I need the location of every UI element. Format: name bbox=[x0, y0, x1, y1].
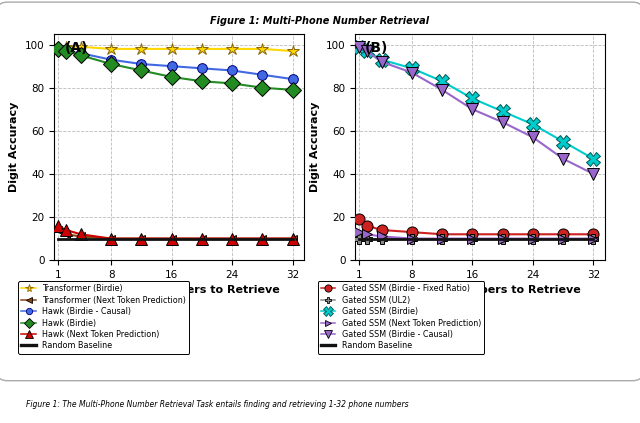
Y-axis label: Digit Accuracy: Digit Accuracy bbox=[310, 102, 320, 192]
Text: (B): (B) bbox=[365, 41, 388, 55]
Legend: Gated SSM (Birdie - Fixed Ratio), Gated SSM (UL2), Gated SSM (Birdie), Gated SSM: Gated SSM (Birdie - Fixed Ratio), Gated … bbox=[317, 281, 484, 354]
Text: Figure 1: The Multi-Phone Number Retrieval Task entails finding and retrieving 1: Figure 1: The Multi-Phone Number Retriev… bbox=[26, 400, 408, 409]
X-axis label: # of Phone numbers to Retrieve: # of Phone numbers to Retrieve bbox=[79, 286, 280, 295]
Text: (A): (A) bbox=[65, 41, 88, 55]
Y-axis label: Digit Accuracy: Digit Accuracy bbox=[10, 102, 19, 192]
Text: Figure 1: Multi-Phone Number Retrieval: Figure 1: Multi-Phone Number Retrieval bbox=[211, 16, 429, 26]
Legend: Transformer (Birdie), Transformer (Next Token Prediction), Hawk (Birdie - Causal: Transformer (Birdie), Transformer (Next … bbox=[18, 281, 189, 354]
X-axis label: # of Phone numbers to Retrieve: # of Phone numbers to Retrieve bbox=[380, 286, 580, 295]
